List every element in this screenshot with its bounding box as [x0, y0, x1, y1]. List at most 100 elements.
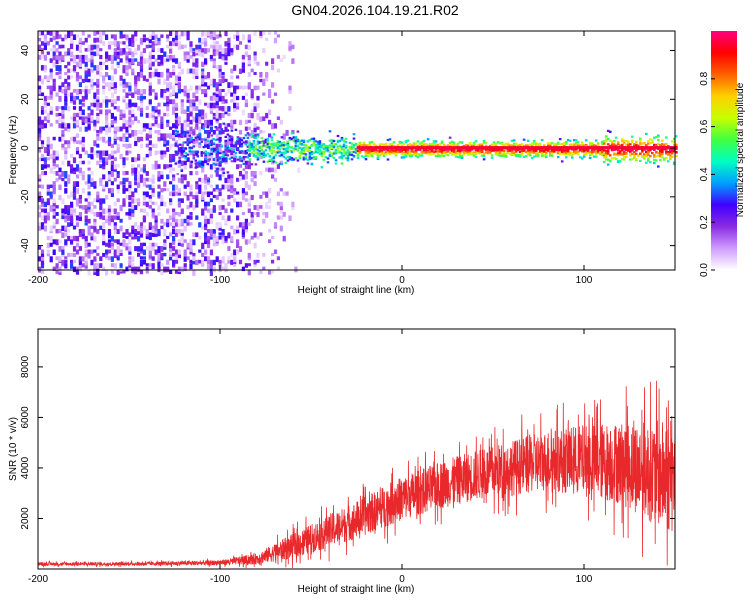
spectrogram-cell: [233, 191, 237, 195]
spectrogram-cell: [110, 160, 114, 165]
spectrogram-cell: [201, 72, 205, 76]
spectrogram-cell: [72, 167, 77, 171]
spectrogram-cell: [594, 151, 598, 154]
spectrogram-cell: [128, 263, 132, 268]
spectrogram-cell: [209, 235, 213, 240]
spectrogram-cell: [122, 119, 126, 124]
spectrogram-cell: [174, 252, 179, 257]
spectrogram-cell: [520, 148, 524, 151]
spectrogram-cell: [154, 164, 158, 170]
spectrogram-cell: [221, 215, 225, 221]
spectrogram-cell: [291, 205, 295, 211]
spectrogram-cell: [584, 146, 588, 150]
spectrogram-cell: [540, 139, 544, 142]
spectrogram-cell: [280, 144, 284, 147]
spectrogram-cell: [416, 153, 420, 156]
spectrogram-cell: [398, 140, 402, 143]
spectrogram-cell: [647, 140, 650, 143]
spectrogram-cell: [46, 75, 50, 81]
spectrogram-cell: [224, 208, 228, 214]
spectrogram-cell: [564, 151, 568, 154]
spectrogram-cell: [43, 75, 47, 80]
spectrogram-cell: [212, 58, 216, 62]
spectrogram-cell: [256, 152, 260, 155]
spectrogram-cell: [330, 145, 334, 148]
spectrogram-cell: [183, 126, 187, 131]
spectrogram-cell: [244, 171, 248, 175]
spectrogram-cell: [224, 48, 228, 54]
spectrogram-cell: [392, 146, 396, 150]
spectrogram-cell: [643, 155, 646, 158]
spectrogram-cell: [192, 270, 196, 276]
spectrogram-cell: [312, 141, 316, 144]
spectrogram-cell: [470, 144, 474, 147]
spectrogram-cell: [186, 153, 190, 156]
spectrogram-cell: [241, 225, 245, 230]
spectrogram-cell: [224, 146, 228, 150]
spectrogram-cell: [550, 146, 554, 150]
spectrogram-cell: [247, 198, 251, 203]
spectrogram-cell: [195, 68, 199, 73]
spectrogram-cell: [186, 131, 190, 134]
spectrogram-cell: [244, 119, 248, 125]
spectrogram-cell: [180, 168, 184, 171]
spectrogram-cell: [58, 65, 62, 71]
spectrogram-cell: [125, 82, 129, 88]
spectrogram-cell: [122, 112, 126, 118]
spectrogram-cell: [52, 198, 56, 204]
spectrogram-cell: [304, 146, 308, 150]
spectrogram-cell: [43, 212, 47, 216]
spectrogram-cell: [408, 143, 412, 146]
spectrogram-cell: [75, 249, 80, 255]
spectrogram-cell: [169, 92, 173, 98]
spectrogram-cell: [75, 89, 80, 95]
spectrogram-cell: [614, 146, 618, 150]
spectrogram-cell: [222, 157, 226, 160]
spectrogram-cell: [137, 157, 141, 161]
spectrogram-cell: [102, 222, 106, 229]
spectrogram-cell: [266, 143, 270, 146]
spectrogram-cell: [530, 142, 534, 145]
spectrogram-cell: [75, 167, 80, 172]
spectrogram-cell: [639, 143, 642, 146]
spectrogram-cell: [72, 225, 77, 230]
spectrogram-cell: [622, 139, 626, 142]
spectrogram-cell: [52, 85, 56, 92]
spectrogram-cell: [192, 116, 196, 122]
spectrogram-cell: [75, 150, 80, 155]
spectrogram-y-axis-label: Frequency (Hz): [8, 116, 19, 185]
spectrogram-cell: [128, 181, 132, 185]
spectrogram-cell: [460, 146, 464, 150]
spectrogram-cell: [125, 171, 129, 175]
spectrogram-cell: [264, 138, 268, 141]
spectrogram-cell: [46, 150, 50, 156]
spectrogram-cell: [87, 174, 91, 179]
spectrogram-cell: [58, 85, 62, 90]
spectrogram-cell: [322, 147, 326, 150]
spectrogram-cell: [172, 72, 176, 76]
spectrogram-cell: [40, 184, 45, 189]
spectrogram-cell: [81, 188, 85, 194]
spectrogram-cell: [209, 102, 213, 109]
spectrogram-cell: [474, 140, 478, 143]
spectrogram-cell: [528, 146, 532, 150]
spectrogram-cell: [145, 235, 149, 240]
spectrogram-cell: [75, 222, 80, 227]
spectrogram-cell: [90, 68, 94, 73]
spectrogram-cell: [78, 256, 82, 262]
spectrogram-cell: [208, 152, 212, 155]
spectrogram-cell: [180, 242, 184, 247]
spectrogram-cell: [221, 72, 225, 75]
spectrogram-cell: [107, 99, 112, 103]
spectrogram-cell: [166, 72, 170, 76]
spectrogram-cell: [209, 208, 213, 214]
spectrogram-cell: [174, 92, 179, 99]
spectrogram-cell: [215, 44, 219, 50]
spectrogram-cell: [215, 85, 219, 92]
spectrogram-cell: [233, 198, 237, 203]
spectrogram-cell: [151, 177, 155, 184]
spectrogram-x-tick-label: 100: [576, 275, 593, 286]
spectrogram-cell: [424, 151, 428, 154]
spectrogram-cell: [38, 212, 42, 218]
spectrogram-cell: [131, 133, 135, 137]
